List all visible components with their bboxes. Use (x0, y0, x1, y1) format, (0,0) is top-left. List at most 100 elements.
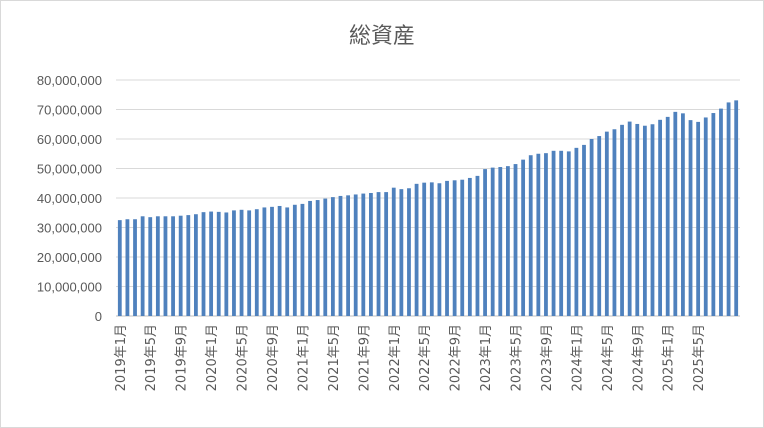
bar (696, 121, 701, 316)
bar (346, 195, 350, 316)
bar (247, 210, 252, 316)
x-tick-label: 2019年5月 (144, 324, 159, 391)
bar (490, 167, 495, 316)
bar (308, 200, 312, 316)
x-tick-label: 2025年1月 (662, 324, 677, 391)
bar (270, 206, 274, 316)
bar (178, 215, 183, 316)
y-tick-label: 80,000,000 (37, 73, 102, 88)
bar (467, 177, 472, 316)
bar (612, 129, 617, 316)
x-tick-label: 2024年9月 (631, 324, 646, 391)
bar (574, 147, 579, 316)
x-tick-label: 2020年9月 (266, 324, 281, 391)
bar (163, 216, 168, 316)
bar (551, 150, 556, 316)
bar (711, 113, 716, 316)
bar (361, 193, 366, 316)
x-tick-label: 2023年1月 (479, 324, 494, 391)
bar (642, 125, 647, 316)
bar (597, 136, 602, 316)
bar (353, 194, 358, 316)
bar (665, 116, 670, 317)
bar (232, 210, 236, 316)
bar (292, 204, 297, 316)
bar (140, 216, 145, 316)
bar (452, 180, 457, 316)
bar (323, 198, 328, 316)
bar (544, 153, 548, 316)
y-tick-label: 70,000,000 (37, 103, 102, 118)
bar (300, 203, 305, 316)
bar (429, 182, 434, 316)
x-tick-label: 2024年1月 (570, 324, 585, 391)
bar (566, 151, 571, 316)
bar (384, 192, 389, 316)
bar (171, 216, 175, 316)
bar (604, 131, 609, 317)
bar (201, 212, 206, 316)
bar (475, 175, 480, 317)
bar (407, 188, 411, 316)
x-tick-label: 2022年1月 (388, 324, 403, 391)
chart-title: 総資産 (348, 24, 415, 49)
bar (239, 209, 244, 316)
bar (315, 200, 320, 316)
y-tick-label: 20,000,000 (37, 250, 102, 265)
bar (635, 123, 640, 317)
bar (254, 209, 259, 316)
bar (186, 215, 191, 316)
x-tick-label: 2024年5月 (601, 324, 616, 391)
x-tick-label: 2019年1月 (114, 324, 129, 391)
bar (673, 111, 678, 316)
x-tick-label: 2022年5月 (418, 324, 433, 391)
y-tick-label: 60,000,000 (37, 132, 102, 147)
bar (338, 195, 343, 316)
bar (589, 139, 594, 316)
bar (391, 187, 396, 316)
bar (216, 211, 221, 316)
bar-layer (117, 100, 739, 317)
bar (262, 207, 267, 316)
y-tick-label: 10,000,000 (37, 280, 102, 295)
bar (460, 179, 465, 316)
x-tick-label: 2021年1月 (296, 324, 311, 391)
x-tick-label: 2023年9月 (540, 324, 555, 391)
x-tick-label: 2023年5月 (510, 324, 525, 391)
bar (285, 207, 290, 316)
bar (559, 150, 564, 316)
bar (506, 166, 510, 316)
bar (414, 183, 419, 316)
bar (521, 159, 526, 316)
bar (133, 219, 137, 316)
x-tick-label: 2020年1月 (205, 324, 220, 391)
y-tick-label: 0 (95, 309, 102, 324)
bar (650, 124, 655, 316)
bar (681, 113, 685, 316)
bar (445, 180, 449, 316)
bar (536, 153, 541, 316)
x-tick-label: 2019年9月 (175, 324, 190, 391)
x-tick-label: 2025年5月 (692, 324, 707, 391)
bar (513, 164, 518, 316)
y-tick-label: 40,000,000 (37, 191, 102, 206)
y-tick-label: 30,000,000 (37, 221, 102, 236)
y-axis-ticks: 0 10,000,000 20,000,000 30,000,000 40,000,00… (37, 73, 102, 324)
bar (277, 205, 282, 316)
bar (498, 167, 503, 316)
bar (483, 169, 487, 316)
x-tick-label: 2021年9月 (357, 324, 372, 391)
bar (627, 121, 632, 316)
x-tick-label: 2020年5月 (236, 324, 251, 391)
bar (437, 183, 442, 316)
bar (369, 192, 373, 316)
bar (422, 182, 427, 316)
bar (148, 217, 153, 316)
bar (688, 120, 693, 317)
bar (658, 119, 662, 316)
y-tick-label: 50,000,000 (37, 162, 102, 177)
x-tick-label: 2021年5月 (327, 324, 342, 391)
bar (224, 212, 229, 316)
bar (620, 124, 624, 316)
